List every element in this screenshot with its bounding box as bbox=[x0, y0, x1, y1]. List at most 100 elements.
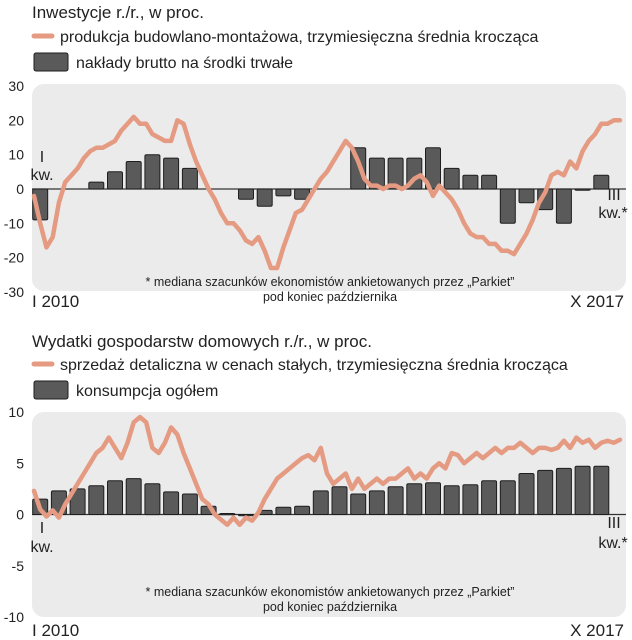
line-point bbox=[444, 467, 447, 470]
line-point bbox=[126, 441, 129, 444]
line-point bbox=[107, 143, 111, 146]
bar bbox=[425, 482, 441, 516]
line-point bbox=[431, 467, 435, 470]
line-point bbox=[45, 515, 48, 518]
footnote: pod koniec października bbox=[263, 290, 397, 304]
line-point bbox=[95, 451, 98, 455]
line-point bbox=[107, 436, 111, 439]
y-tick-label: -30 bbox=[4, 284, 24, 300]
bar bbox=[443, 485, 460, 515]
bar bbox=[555, 188, 572, 224]
line-point bbox=[57, 516, 61, 519]
line-point bbox=[450, 451, 453, 455]
line-point bbox=[406, 184, 410, 187]
bar bbox=[181, 493, 198, 515]
legend-bar-label: nakłady brutto na środki trwałe bbox=[76, 55, 293, 72]
line-point bbox=[444, 191, 447, 194]
line-point bbox=[469, 232, 472, 235]
y-tick-label: -20 bbox=[4, 250, 24, 266]
line-point bbox=[487, 451, 491, 455]
line-point bbox=[263, 497, 266, 501]
line-point bbox=[113, 139, 117, 143]
line-point bbox=[550, 174, 553, 177]
line-point bbox=[45, 246, 48, 249]
line-point bbox=[587, 139, 590, 143]
line-point bbox=[226, 523, 229, 526]
line-point bbox=[307, 198, 310, 201]
bar bbox=[312, 490, 329, 515]
line-point bbox=[238, 229, 241, 232]
line-point bbox=[375, 184, 379, 187]
line-point bbox=[593, 132, 597, 136]
line-point bbox=[151, 132, 154, 136]
y-tick-label: 0 bbox=[16, 507, 24, 523]
line-point bbox=[157, 136, 160, 139]
line-point bbox=[394, 477, 397, 480]
line-point bbox=[238, 523, 241, 526]
line-point bbox=[500, 249, 503, 252]
line-point bbox=[145, 421, 148, 424]
bar bbox=[481, 174, 498, 190]
line-point bbox=[213, 198, 216, 201]
line-point bbox=[288, 229, 291, 232]
line-point bbox=[544, 446, 547, 450]
bar bbox=[462, 174, 479, 190]
line-point bbox=[282, 246, 285, 249]
line-point bbox=[388, 184, 391, 187]
bar bbox=[88, 485, 105, 515]
line-point bbox=[188, 467, 192, 470]
line-point bbox=[82, 472, 86, 475]
line-point bbox=[600, 441, 603, 444]
line-point bbox=[232, 516, 235, 519]
line-point bbox=[113, 446, 117, 450]
line-point bbox=[120, 129, 123, 132]
line-point bbox=[537, 446, 541, 450]
line-point bbox=[163, 139, 167, 143]
line-point bbox=[537, 201, 541, 204]
line-point bbox=[332, 482, 335, 485]
x-start-label: I 2010 bbox=[32, 292, 79, 311]
line-point bbox=[606, 439, 609, 442]
bar bbox=[574, 465, 591, 515]
line-point bbox=[438, 184, 441, 187]
line-point bbox=[575, 167, 578, 170]
line-point bbox=[39, 222, 42, 225]
line-point bbox=[375, 477, 379, 480]
line-point bbox=[593, 446, 597, 450]
legend-bar-swatch bbox=[33, 52, 69, 72]
line-point bbox=[32, 194, 36, 198]
legend-bar-swatch bbox=[33, 380, 69, 400]
bar bbox=[163, 491, 180, 515]
line-point bbox=[88, 150, 92, 153]
start-note: I bbox=[40, 149, 44, 166]
line-point bbox=[369, 184, 372, 187]
line-point bbox=[487, 242, 491, 246]
bar bbox=[425, 147, 441, 190]
line-point bbox=[244, 239, 248, 242]
bar bbox=[499, 480, 516, 516]
chart-1: Inwestycje r./r., w proc. produkcja budow… bbox=[4, 3, 628, 311]
bar bbox=[350, 493, 367, 515]
line-point bbox=[344, 139, 347, 143]
line-point bbox=[138, 415, 142, 419]
line-point bbox=[568, 446, 572, 450]
line-point bbox=[363, 487, 366, 491]
line-point bbox=[438, 462, 441, 465]
line-point bbox=[394, 184, 397, 187]
end-note: kw.* bbox=[598, 535, 627, 552]
y-tick-label: 30 bbox=[8, 78, 24, 94]
bar bbox=[387, 157, 404, 190]
line-point bbox=[388, 477, 391, 480]
y-tick-label: 10 bbox=[8, 404, 24, 420]
line-point bbox=[257, 235, 260, 239]
bar bbox=[593, 174, 610, 190]
x-end-label: X 2017 bbox=[570, 621, 624, 640]
line-point bbox=[257, 511, 260, 514]
line-point bbox=[251, 242, 254, 246]
line-point bbox=[506, 446, 509, 450]
line-point bbox=[307, 453, 310, 457]
line-point bbox=[219, 211, 223, 215]
line-point bbox=[101, 146, 104, 149]
y-tick-label: 0 bbox=[16, 181, 24, 197]
bar bbox=[219, 513, 236, 516]
